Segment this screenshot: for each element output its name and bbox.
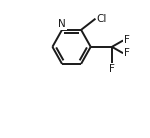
Text: F: F [124, 48, 130, 58]
Text: N: N [58, 19, 66, 29]
Text: F: F [109, 64, 115, 74]
Text: Cl: Cl [97, 14, 107, 24]
Text: F: F [124, 35, 130, 45]
